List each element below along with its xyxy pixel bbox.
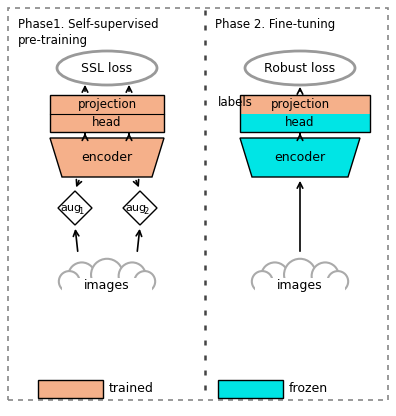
Circle shape — [91, 259, 123, 291]
Circle shape — [252, 271, 272, 292]
Bar — [38, 380, 103, 398]
Text: aug: aug — [61, 203, 82, 213]
Text: encoder: encoder — [82, 151, 133, 164]
Bar — [50, 95, 164, 132]
Text: 1: 1 — [78, 208, 84, 216]
Ellipse shape — [57, 51, 157, 85]
Circle shape — [312, 262, 339, 290]
Bar — [240, 114, 370, 132]
Polygon shape — [50, 138, 164, 177]
Polygon shape — [58, 191, 92, 225]
Text: head: head — [92, 116, 122, 129]
Circle shape — [68, 262, 95, 290]
Text: aug: aug — [126, 203, 147, 213]
Text: trained: trained — [109, 382, 154, 396]
Text: head: head — [285, 116, 315, 129]
Circle shape — [134, 271, 155, 292]
Bar — [62, 278, 152, 297]
Circle shape — [59, 271, 80, 292]
Bar — [240, 95, 370, 114]
Text: SSL loss: SSL loss — [82, 62, 133, 74]
Bar — [240, 95, 370, 132]
Text: images: images — [84, 278, 130, 292]
Text: encoder: encoder — [274, 151, 326, 164]
Text: Phase1. Self-supervised
pre-training: Phase1. Self-supervised pre-training — [18, 18, 159, 47]
Circle shape — [261, 262, 288, 290]
Text: projection: projection — [270, 98, 329, 111]
Bar — [255, 278, 345, 297]
Text: projection: projection — [78, 98, 137, 111]
Circle shape — [284, 259, 316, 291]
Bar — [218, 380, 283, 398]
Ellipse shape — [245, 51, 355, 85]
Text: Robust loss: Robust loss — [265, 62, 335, 74]
Circle shape — [327, 271, 348, 292]
Circle shape — [119, 262, 146, 290]
Text: frozen: frozen — [289, 382, 328, 396]
Text: images: images — [277, 278, 323, 292]
Polygon shape — [123, 191, 157, 225]
Polygon shape — [240, 138, 360, 177]
Text: labels: labels — [218, 97, 253, 109]
Text: 2: 2 — [143, 208, 148, 216]
Text: Phase 2. Fine-tuning: Phase 2. Fine-tuning — [215, 18, 335, 31]
